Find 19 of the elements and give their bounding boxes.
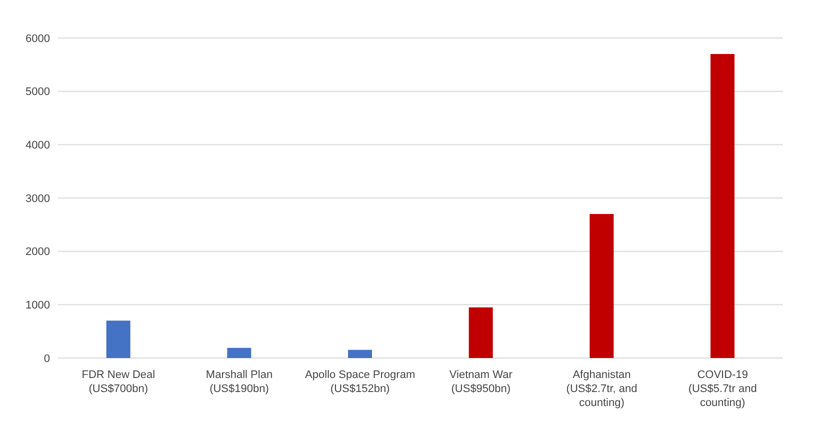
bar [710, 54, 734, 358]
x-tick-label: FDR New Deal (US$700bn) [82, 369, 156, 395]
y-tick-label: 5000 [26, 86, 50, 98]
y-tick-label: 4000 [26, 140, 50, 152]
y-tick-label: 6000 [26, 32, 50, 45]
bar [590, 214, 614, 358]
x-tick-label: COVID-19 (US$5.7tr and counting) [688, 369, 757, 409]
bar [468, 307, 493, 358]
bar [106, 320, 130, 358]
x-tick-label: Apollo Space Program (US$152bn) [305, 369, 416, 395]
y-tick-label: 2000 [26, 246, 50, 258]
y-tick-label: 3000 [26, 192, 50, 205]
x-tick-label: Vietnam War (US$950bn) [449, 369, 513, 395]
x-tick-label: Marshall Plan (US$190bn) [206, 369, 273, 395]
bar [227, 348, 252, 358]
bar [348, 350, 372, 358]
x-tick-label: Afghanistan (US$2.7tr, and counting) [566, 369, 638, 409]
y-tick-label: 0 [44, 352, 50, 365]
y-tick-label: 1000 [26, 300, 50, 312]
